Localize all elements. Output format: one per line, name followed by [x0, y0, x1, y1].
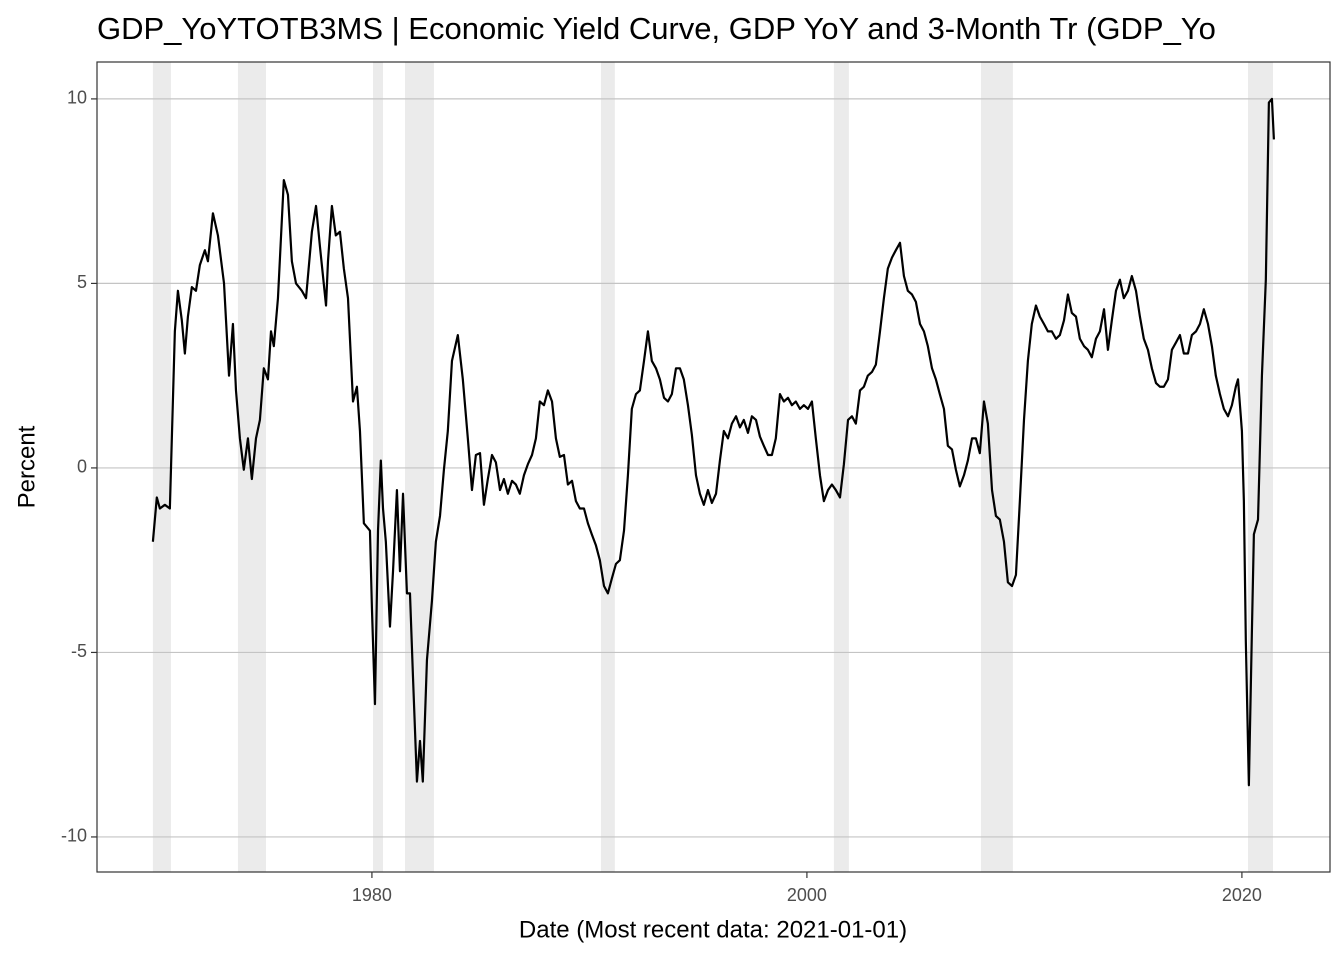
y-tick-label: -10 [61, 826, 87, 846]
axis-layer: -10 -5 0 5 10 1980 2000 2020 [61, 88, 1262, 905]
x-tick-label: 1980 [352, 885, 392, 905]
y-tick-label: 0 [77, 457, 87, 477]
recession-band [600, 62, 615, 872]
recession-band [833, 62, 849, 872]
x-tick-label: 2000 [787, 885, 827, 905]
chart-title: GDP_YoYTOTB3MS | Economic Yield Curve, G… [97, 11, 1216, 46]
grid-layer [97, 98, 1330, 838]
recession-band [237, 62, 266, 872]
data-layer [151, 97, 1275, 787]
data-line [151, 97, 1275, 787]
x-axis-title: Date (Most recent data: 2021-01-01) [519, 916, 907, 943]
y-tick-label: 10 [67, 88, 87, 108]
y-tick-label: -5 [71, 641, 87, 661]
recession-band [152, 62, 171, 872]
y-tick-label: 5 [77, 272, 87, 292]
shade-layer [152, 62, 1274, 872]
recession-band [980, 62, 1013, 872]
recession-band [404, 62, 434, 872]
y-axis-title: Percent [13, 425, 40, 508]
panel-border [96, 61, 1331, 873]
x-tick-label: 2020 [1222, 885, 1262, 905]
recession-band [373, 62, 384, 872]
